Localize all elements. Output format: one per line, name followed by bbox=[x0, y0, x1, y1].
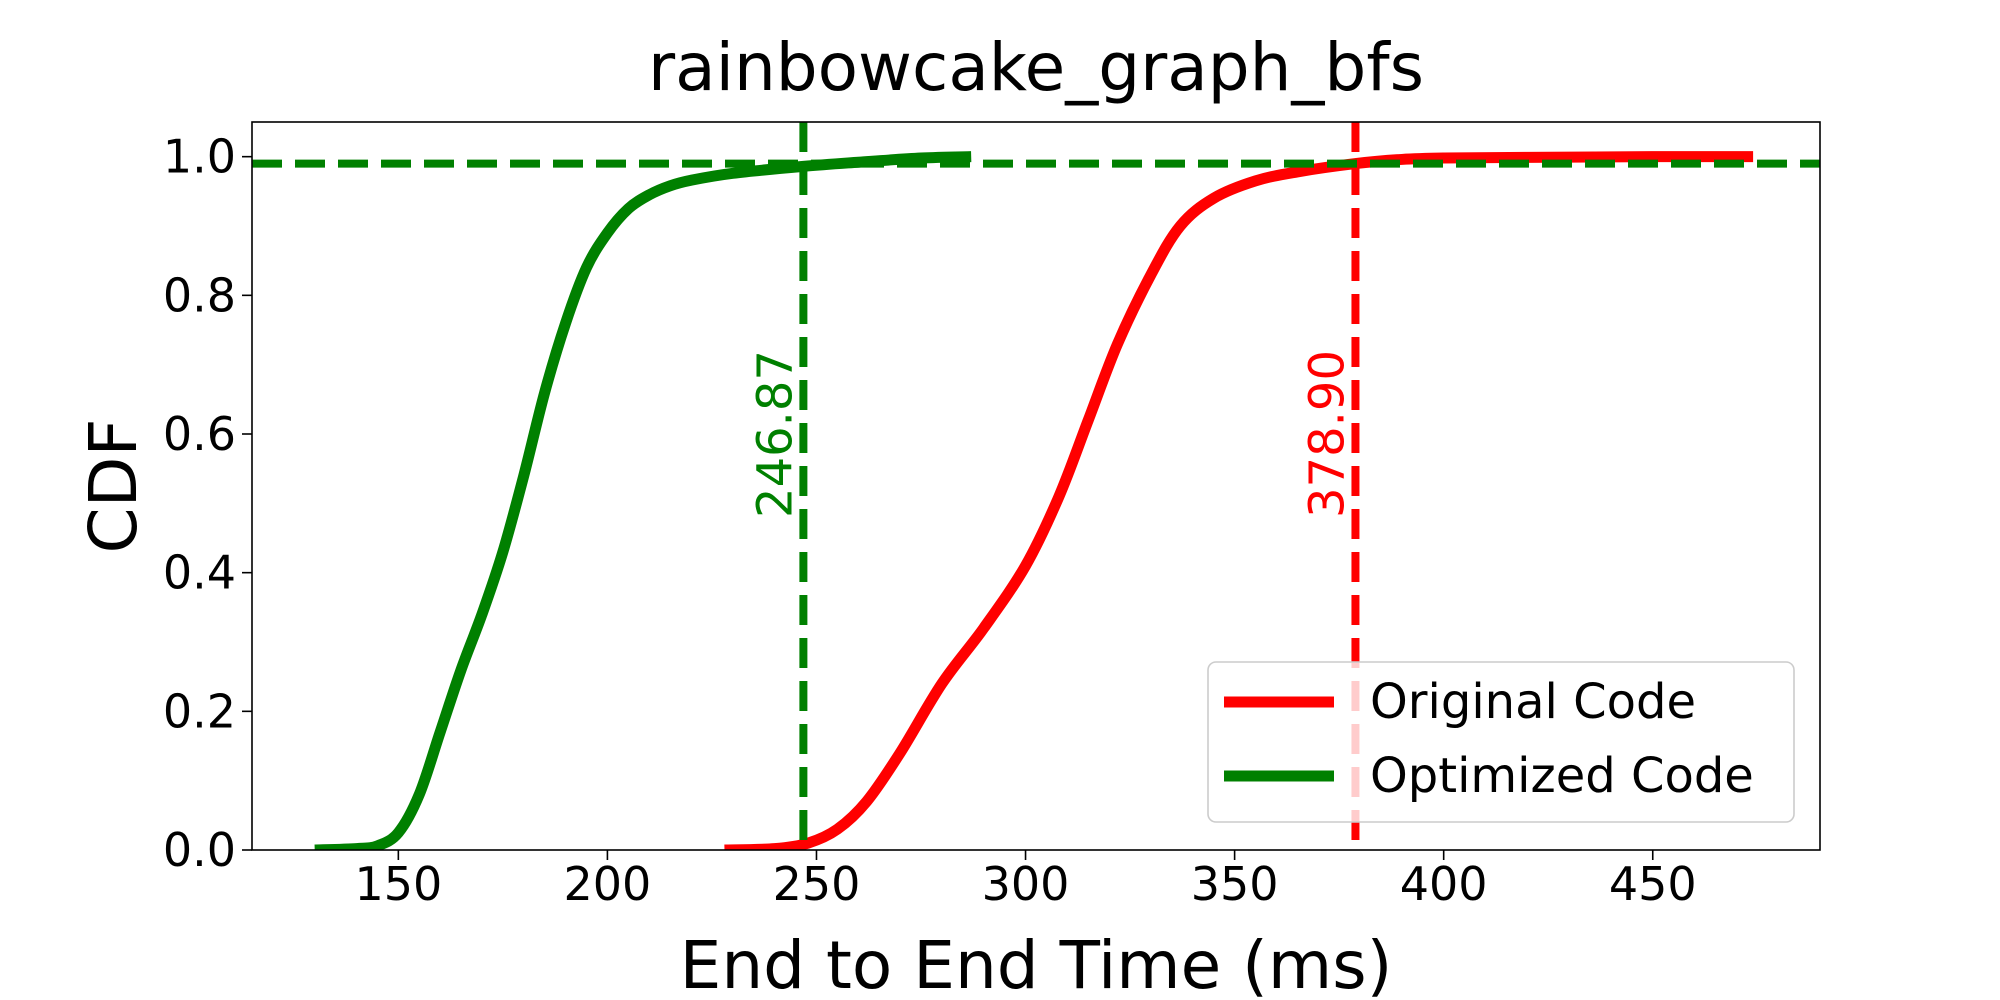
x-tick-label: 250 bbox=[773, 857, 861, 911]
y-tick-label: 0.2 bbox=[163, 684, 236, 738]
x-tick-label: 450 bbox=[1609, 857, 1697, 911]
annotation-label: 246.87 bbox=[747, 350, 803, 518]
y-tick-label: 0.4 bbox=[163, 546, 236, 600]
series-line-optimized-code bbox=[314, 151, 972, 850]
y-tick-label: 0.0 bbox=[163, 823, 236, 877]
x-axis-label: End to End Time (ms) bbox=[680, 927, 1393, 1000]
x-tick-label: 150 bbox=[354, 857, 442, 911]
series-lines bbox=[314, 151, 1754, 850]
plot-frame bbox=[251, 121, 1821, 851]
y-tick-label: 0.6 bbox=[163, 407, 236, 461]
legend: Original Code Optimized Code bbox=[1207, 661, 1795, 823]
x-tick-label: 400 bbox=[1400, 857, 1488, 911]
x-tick-label: 300 bbox=[982, 857, 1070, 911]
y-tick-label: 1.0 bbox=[163, 130, 236, 184]
legend-label-optimized-code: Optimized Code bbox=[1370, 748, 1754, 804]
legend-label-original-code: Original Code bbox=[1370, 674, 1696, 730]
legend-box bbox=[1207, 661, 1795, 823]
x-axis-ticks: 150 200 250 300 350 400 450 bbox=[354, 850, 1697, 911]
chart-title: rainbowcake_graph_bfs bbox=[648, 29, 1424, 106]
y-axis-ticks: 0.0 0.2 0.4 0.6 0.8 1.0 bbox=[163, 130, 252, 877]
x-tick-label: 200 bbox=[564, 857, 652, 911]
series-line-original-code bbox=[724, 151, 1754, 850]
annotations: 246.87 378.90 bbox=[747, 350, 1355, 518]
y-tick-label: 0.8 bbox=[163, 268, 236, 322]
y-axis-label: CDF bbox=[75, 419, 152, 554]
annotation-label: 378.90 bbox=[1299, 350, 1355, 518]
x-tick-label: 350 bbox=[1191, 857, 1279, 911]
